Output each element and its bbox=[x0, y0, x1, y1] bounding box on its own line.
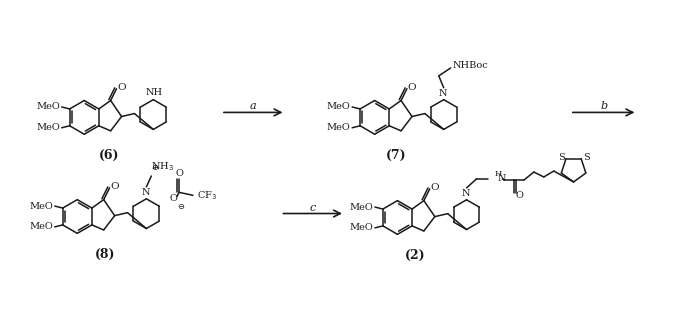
Text: O: O bbox=[431, 183, 439, 192]
Text: N: N bbox=[498, 174, 506, 184]
Text: MeO: MeO bbox=[36, 123, 59, 132]
Text: MeO: MeO bbox=[29, 223, 53, 231]
Text: N: N bbox=[141, 188, 150, 197]
Text: O: O bbox=[515, 191, 523, 200]
Text: S: S bbox=[583, 153, 589, 162]
Text: N: N bbox=[461, 189, 470, 198]
Text: S: S bbox=[558, 153, 564, 162]
Text: O: O bbox=[117, 83, 126, 92]
Text: O: O bbox=[408, 83, 416, 92]
Text: H: H bbox=[495, 170, 502, 178]
Text: O: O bbox=[110, 182, 119, 191]
Text: $\ominus$: $\ominus$ bbox=[177, 202, 185, 211]
Text: (7): (7) bbox=[386, 149, 407, 162]
Text: MeO: MeO bbox=[327, 123, 350, 132]
Text: c: c bbox=[310, 203, 316, 213]
Text: (2): (2) bbox=[405, 249, 426, 262]
Text: MeO: MeO bbox=[36, 102, 59, 112]
Text: MeO: MeO bbox=[349, 223, 373, 232]
Text: NH: NH bbox=[146, 88, 163, 97]
Text: MeO: MeO bbox=[349, 203, 373, 211]
Text: a: a bbox=[250, 101, 256, 112]
Text: NH$_3$: NH$_3$ bbox=[151, 161, 173, 173]
Text: $\oplus$: $\oplus$ bbox=[151, 163, 159, 171]
Text: (8): (8) bbox=[95, 248, 115, 261]
Text: CF$_3$: CF$_3$ bbox=[197, 189, 217, 202]
Text: MeO: MeO bbox=[327, 102, 350, 112]
Text: N: N bbox=[439, 89, 447, 98]
Text: (6): (6) bbox=[99, 149, 119, 162]
Text: O: O bbox=[175, 169, 183, 178]
Text: O: O bbox=[169, 194, 177, 203]
Text: b: b bbox=[600, 101, 608, 112]
Text: MeO: MeO bbox=[29, 202, 53, 210]
Text: NHBoc: NHBoc bbox=[453, 61, 489, 70]
